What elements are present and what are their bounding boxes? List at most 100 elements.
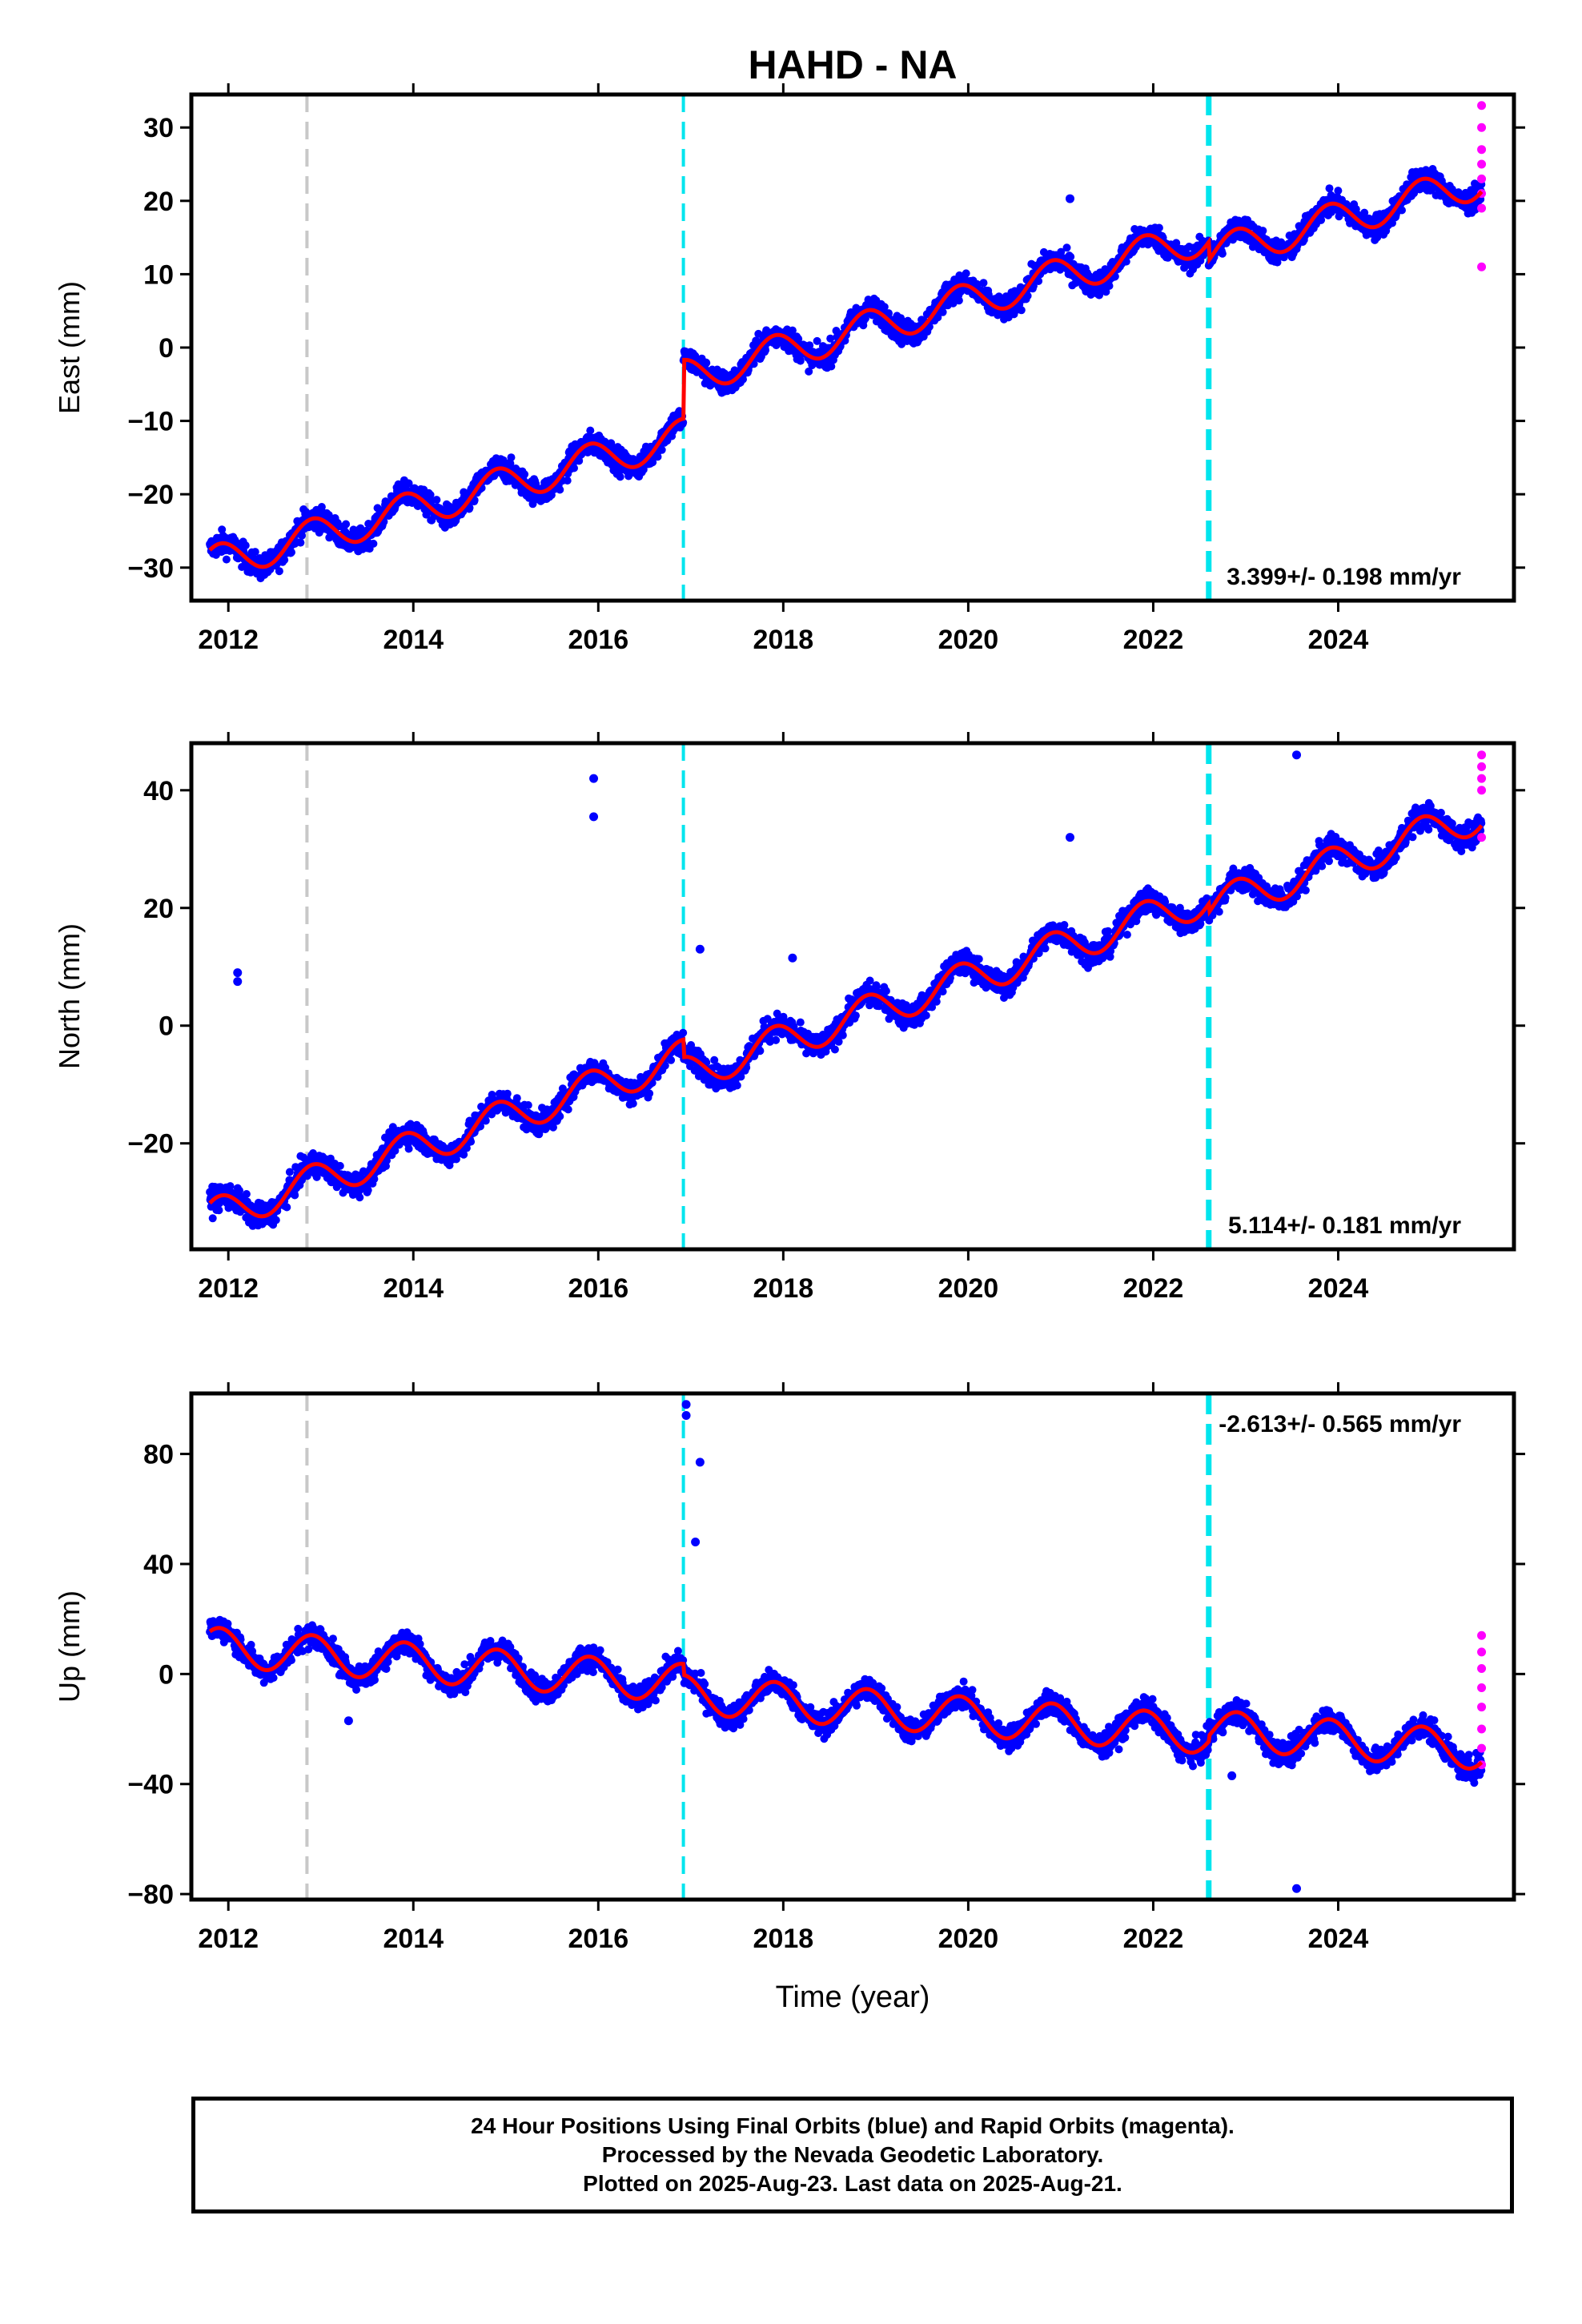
- final-point: [645, 1089, 654, 1098]
- final-point: [575, 456, 584, 465]
- x-tick-label: 2012: [198, 625, 259, 655]
- final-point: [938, 987, 947, 996]
- y-tick-label: 30: [143, 113, 174, 143]
- y-tick-label: −30: [127, 553, 174, 584]
- final-point: [796, 356, 805, 365]
- final-point: [283, 1203, 291, 1212]
- final-point: [1218, 249, 1227, 258]
- final-point: [235, 1186, 243, 1195]
- x-tick-label: 2020: [938, 625, 999, 655]
- y-tick-label: −20: [127, 480, 174, 510]
- final-point: [503, 1089, 512, 1098]
- final-point: [303, 1172, 311, 1180]
- final-point: [830, 1045, 839, 1054]
- final-point: [524, 1101, 532, 1109]
- final-point: [291, 1191, 299, 1200]
- final-point: [1066, 252, 1075, 261]
- final-point: [512, 1094, 521, 1103]
- final-point: [275, 567, 283, 576]
- x-tick-label: 2014: [383, 625, 444, 655]
- final-point: [628, 1100, 637, 1108]
- final-point: [962, 269, 970, 278]
- final-point: [296, 538, 305, 547]
- y-tick-label: −10: [127, 407, 174, 437]
- final-point: [805, 367, 813, 376]
- final-point: [1360, 208, 1369, 217]
- final-point: [788, 326, 797, 335]
- final-point: [1273, 258, 1282, 267]
- rapid-point: [1477, 145, 1487, 155]
- final-point: [827, 362, 836, 371]
- final-point: [271, 1216, 280, 1224]
- final-point: [465, 504, 474, 512]
- x-tick-label: 2016: [568, 625, 628, 655]
- final-point: [733, 1081, 741, 1090]
- final-point: [1317, 215, 1326, 224]
- chart-title: HAHD - NA: [748, 42, 957, 87]
- final-point: [404, 1144, 413, 1153]
- final-point: [1335, 212, 1343, 221]
- final-point: [851, 1011, 860, 1020]
- final-point: [1023, 292, 1032, 300]
- final-point: [616, 472, 624, 481]
- rapid-point: [1477, 101, 1487, 111]
- final-point: [813, 336, 821, 345]
- y-axis-label-east: East (mm): [53, 281, 86, 414]
- rate-label-east: 3.399+/- 0.198 mm/yr: [1227, 564, 1461, 590]
- final-point: [1334, 187, 1343, 195]
- final-point: [756, 1047, 765, 1055]
- rapid-point: [1477, 159, 1487, 169]
- final-point: [938, 308, 947, 316]
- final-point: [657, 445, 666, 454]
- outlier-point: [1426, 185, 1435, 195]
- final-point: [1017, 306, 1026, 315]
- y-tick-label: 20: [143, 187, 174, 217]
- final-point: [520, 470, 529, 479]
- final-point: [885, 309, 893, 318]
- final-point: [1410, 189, 1419, 198]
- outlier-point: [1065, 194, 1074, 203]
- rapid-point: [1477, 123, 1487, 132]
- final-point: [880, 303, 889, 312]
- final-point: [432, 496, 441, 505]
- final-point: [1154, 223, 1163, 232]
- y-tick-label: 0: [159, 333, 174, 364]
- final-point: [556, 485, 564, 494]
- plot-frame-east: [189, 92, 1516, 603]
- final-point: [1057, 247, 1066, 256]
- x-tick-label: 2024: [1308, 625, 1369, 655]
- final-orbit-points-east: [206, 101, 1487, 583]
- final-point: [222, 555, 231, 564]
- final-point: [335, 1161, 344, 1170]
- final-point: [369, 539, 378, 548]
- final-point: [285, 1168, 294, 1176]
- final-point: [355, 1193, 364, 1202]
- final-point: [312, 1172, 321, 1181]
- final-point: [974, 955, 983, 963]
- final-point: [739, 375, 747, 384]
- final-point: [805, 341, 814, 350]
- final-point: [342, 520, 351, 529]
- final-point: [507, 453, 516, 462]
- final-point: [317, 503, 326, 511]
- final-point: [761, 346, 770, 355]
- model-line-east: [208, 176, 1484, 569]
- final-point: [208, 1214, 217, 1223]
- final-point: [721, 369, 729, 378]
- final-point: [1373, 233, 1382, 242]
- final-point: [838, 1031, 847, 1039]
- final-point: [241, 541, 250, 550]
- rapid-point: [1477, 174, 1487, 183]
- final-point: [1259, 227, 1267, 235]
- final-point: [1398, 206, 1406, 215]
- final-point: [667, 1055, 676, 1064]
- x-tick-label: 2018: [753, 625, 814, 655]
- final-point: [251, 548, 259, 557]
- final-point: [1325, 184, 1334, 193]
- final-point: [772, 1035, 781, 1044]
- final-point: [954, 296, 963, 305]
- final-point: [506, 459, 515, 468]
- final-point: [794, 335, 803, 344]
